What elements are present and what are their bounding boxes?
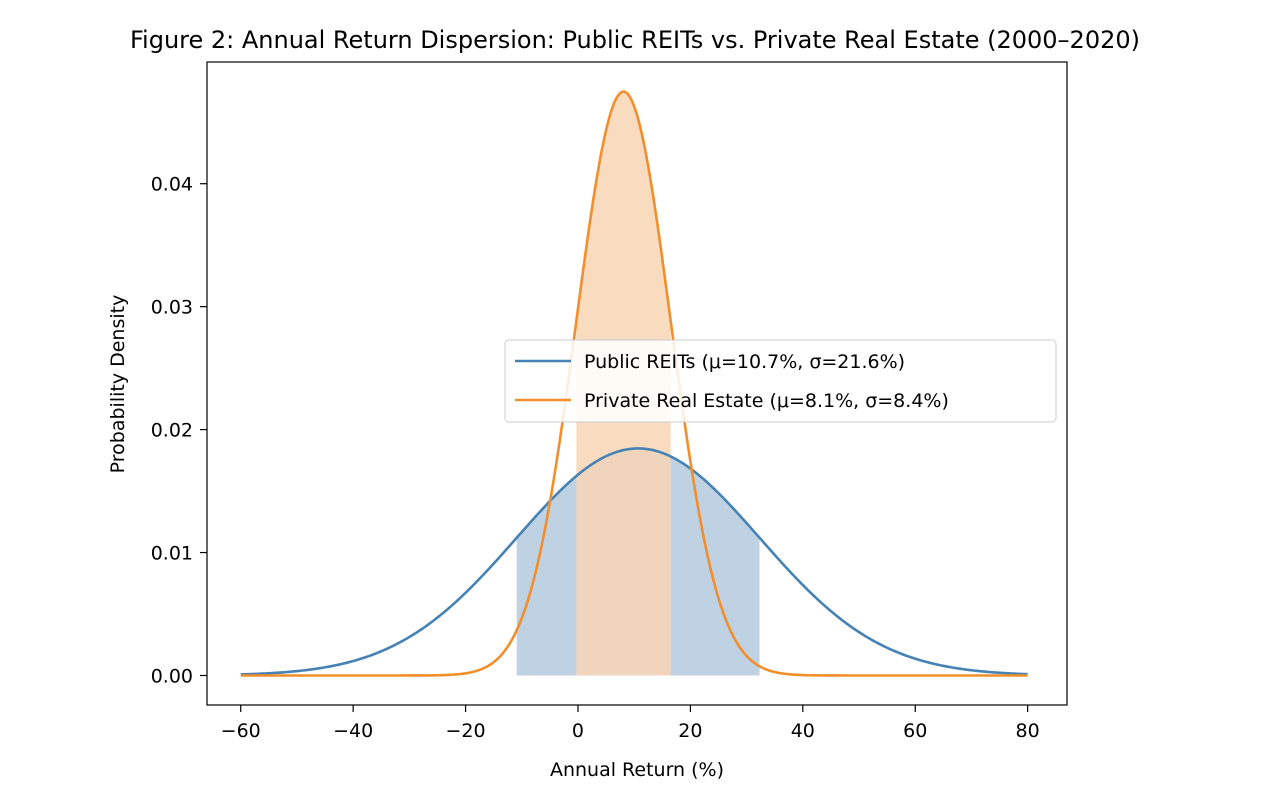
density-curves	[240, 90, 1028, 677]
y-axis-label: Probability Density	[107, 295, 129, 474]
y-tick-label: 0.03	[151, 297, 193, 319]
x-tick-label: 20	[678, 720, 702, 742]
y-axis: 0.00 0.01 0.02 0.03 0.04	[151, 174, 207, 687]
legend-box	[504, 339, 1057, 423]
density-curve-private-real-estate	[240, 90, 1028, 677]
x-axis-label: Annual Return (%)	[550, 759, 724, 781]
legend-label-private-real-estate: Private Real Estate (μ=8.1%, σ=8.4%)	[584, 390, 949, 412]
y-tick-label: 0.01	[151, 543, 193, 565]
x-axis: −60 −40 −20 0 20 40 60 80	[221, 705, 1040, 742]
x-tick-label: −20	[446, 720, 486, 742]
y-tick-label: 0.00	[151, 665, 193, 687]
density-curve-public-reits	[240, 447, 1028, 676]
y-tick-label: 0.02	[151, 420, 193, 442]
chart-title: Figure 2: Annual Return Dispersion: Publ…	[130, 26, 1140, 54]
legend: Public REITs (μ=10.7%, σ=21.6%) Private …	[504, 339, 1057, 423]
x-tick-label: 80	[1016, 720, 1040, 742]
x-tick-label: 0	[572, 720, 584, 742]
x-tick-label: 40	[791, 720, 815, 742]
x-tick-label: −40	[333, 720, 373, 742]
legend-label-public-reits: Public REITs (μ=10.7%, σ=21.6%)	[584, 351, 905, 373]
plot-frame	[206, 61, 1068, 706]
x-tick-label: −60	[221, 720, 261, 742]
y-tick-label: 0.04	[151, 174, 193, 196]
x-tick-label: 60	[903, 720, 927, 742]
